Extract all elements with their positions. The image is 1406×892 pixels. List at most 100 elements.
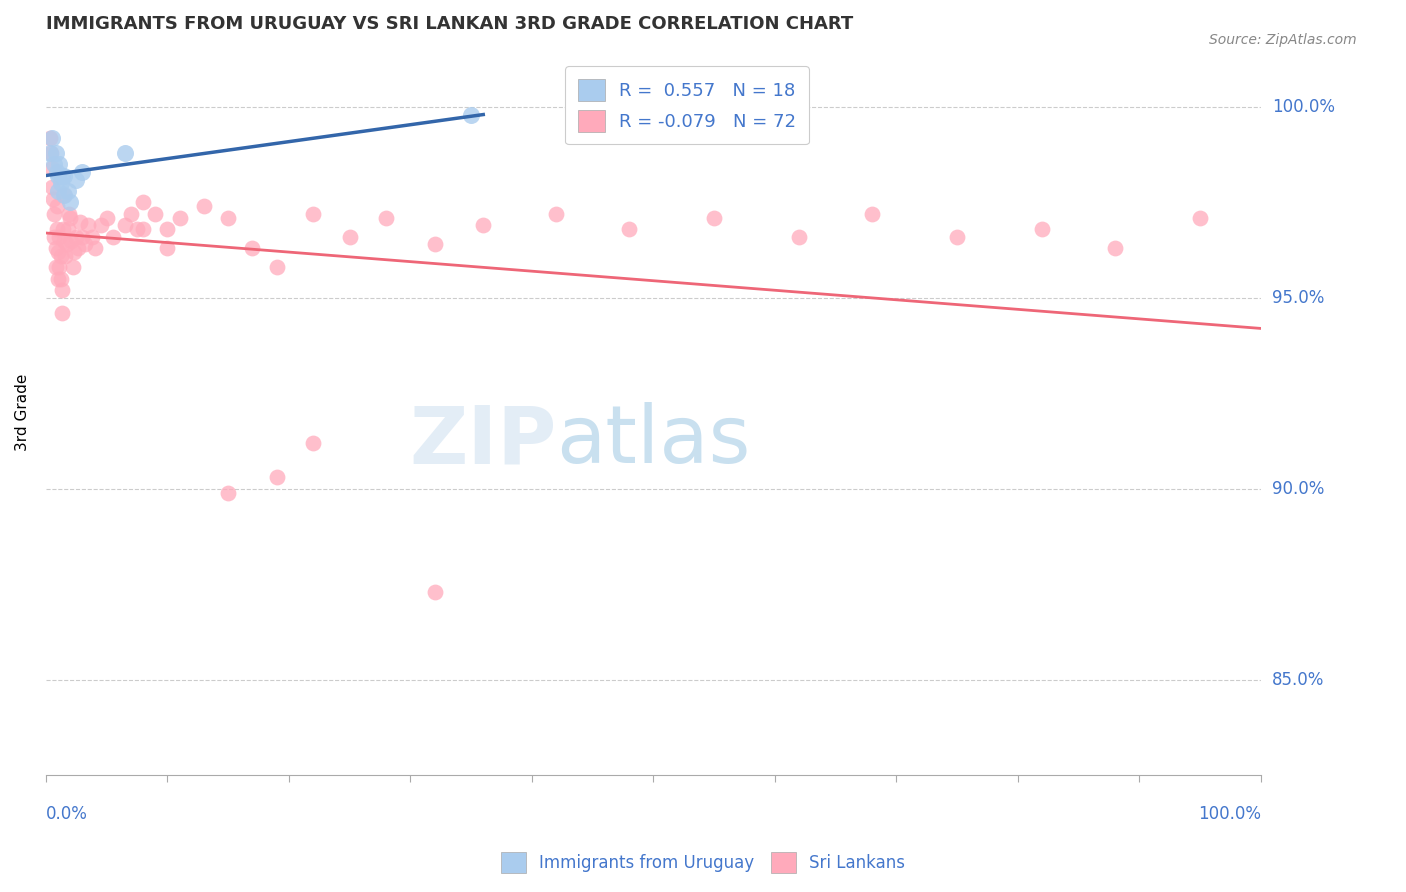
Point	[73, 237, 96, 252]
Y-axis label: 3rd Grade: 3rd Grade	[15, 374, 30, 451]
Point	[48, 157, 70, 171]
Point	[41, 161, 63, 175]
Point	[132, 222, 155, 236]
Point	[546, 207, 568, 221]
Point	[55, 249, 77, 263]
Point	[66, 241, 89, 255]
Point	[49, 272, 72, 286]
Point	[96, 211, 118, 225]
Point	[114, 219, 136, 233]
Point	[156, 241, 179, 255]
Point	[53, 187, 76, 202]
Point	[946, 230, 969, 244]
Point	[169, 211, 191, 225]
Point	[44, 157, 66, 171]
Point	[375, 211, 398, 225]
Point	[77, 219, 100, 233]
Point	[55, 237, 77, 252]
Point	[193, 199, 215, 213]
Text: 95.0%: 95.0%	[1272, 289, 1324, 307]
Point	[703, 211, 725, 225]
Point	[49, 177, 72, 191]
Point	[242, 241, 264, 255]
Point	[83, 241, 105, 255]
Point	[1031, 222, 1053, 236]
Point	[156, 222, 179, 236]
Point	[82, 230, 104, 244]
Point	[423, 584, 446, 599]
Point	[46, 169, 69, 183]
Point	[302, 207, 325, 221]
Point	[460, 108, 482, 122]
Legend: Immigrants from Uruguay, Sri Lankans: Immigrants from Uruguay, Sri Lankans	[494, 846, 912, 880]
Legend: R =  0.557   N = 18, R = -0.079   N = 72: R = 0.557 N = 18, R = -0.079 N = 72	[565, 66, 808, 145]
Point	[60, 234, 83, 248]
Point	[72, 165, 94, 179]
Point	[38, 130, 60, 145]
Text: ZIP: ZIP	[409, 402, 557, 481]
Point	[62, 260, 84, 275]
Point	[339, 230, 361, 244]
Point	[143, 207, 166, 221]
Point	[52, 222, 75, 236]
Point	[1104, 241, 1126, 255]
Text: 100.0%: 100.0%	[1198, 805, 1261, 823]
Point	[41, 180, 63, 194]
Text: 100.0%: 100.0%	[1272, 98, 1334, 116]
Point	[59, 211, 82, 225]
Point	[617, 222, 640, 236]
Point	[46, 272, 69, 286]
Point	[51, 283, 73, 297]
Point	[90, 219, 112, 233]
Point	[53, 234, 76, 248]
Point	[472, 219, 495, 233]
Point	[423, 237, 446, 252]
Point	[58, 207, 80, 221]
Point	[48, 230, 70, 244]
Point	[46, 184, 69, 198]
Text: 90.0%: 90.0%	[1272, 480, 1324, 498]
Point	[53, 169, 76, 183]
Text: IMMIGRANTS FROM URUGUAY VS SRI LANKAN 3RD GRADE CORRELATION CHART: IMMIGRANTS FROM URUGUAY VS SRI LANKAN 3R…	[46, 15, 853, 33]
Text: Source: ZipAtlas.com: Source: ZipAtlas.com	[1209, 33, 1357, 47]
Point	[45, 241, 67, 255]
Text: 85.0%: 85.0%	[1272, 671, 1324, 689]
Point	[48, 260, 70, 275]
Text: atlas: atlas	[557, 402, 751, 481]
Point	[72, 230, 94, 244]
Point	[266, 470, 288, 484]
Point	[45, 145, 67, 160]
Point	[132, 195, 155, 210]
Point	[217, 211, 239, 225]
Point	[787, 230, 810, 244]
Point	[65, 172, 87, 186]
Point	[51, 169, 73, 183]
Point	[69, 214, 91, 228]
Point	[45, 260, 67, 275]
Point	[38, 145, 60, 160]
Point	[41, 130, 63, 145]
Point	[44, 207, 66, 221]
Point	[53, 187, 76, 202]
Point	[1188, 211, 1211, 225]
Point	[39, 145, 62, 160]
Point	[45, 199, 67, 213]
Point	[101, 230, 124, 244]
Point	[302, 436, 325, 450]
Point	[217, 485, 239, 500]
Point	[45, 222, 67, 236]
Point	[44, 230, 66, 244]
Point	[125, 222, 148, 236]
Point	[49, 249, 72, 263]
Point	[860, 207, 883, 221]
Point	[51, 306, 73, 320]
Point	[59, 195, 82, 210]
Point	[56, 184, 79, 198]
Point	[46, 245, 69, 260]
Point	[114, 145, 136, 160]
Point	[120, 207, 142, 221]
Point	[45, 165, 67, 179]
Text: 0.0%: 0.0%	[46, 805, 87, 823]
Point	[63, 245, 86, 260]
Point	[65, 230, 87, 244]
